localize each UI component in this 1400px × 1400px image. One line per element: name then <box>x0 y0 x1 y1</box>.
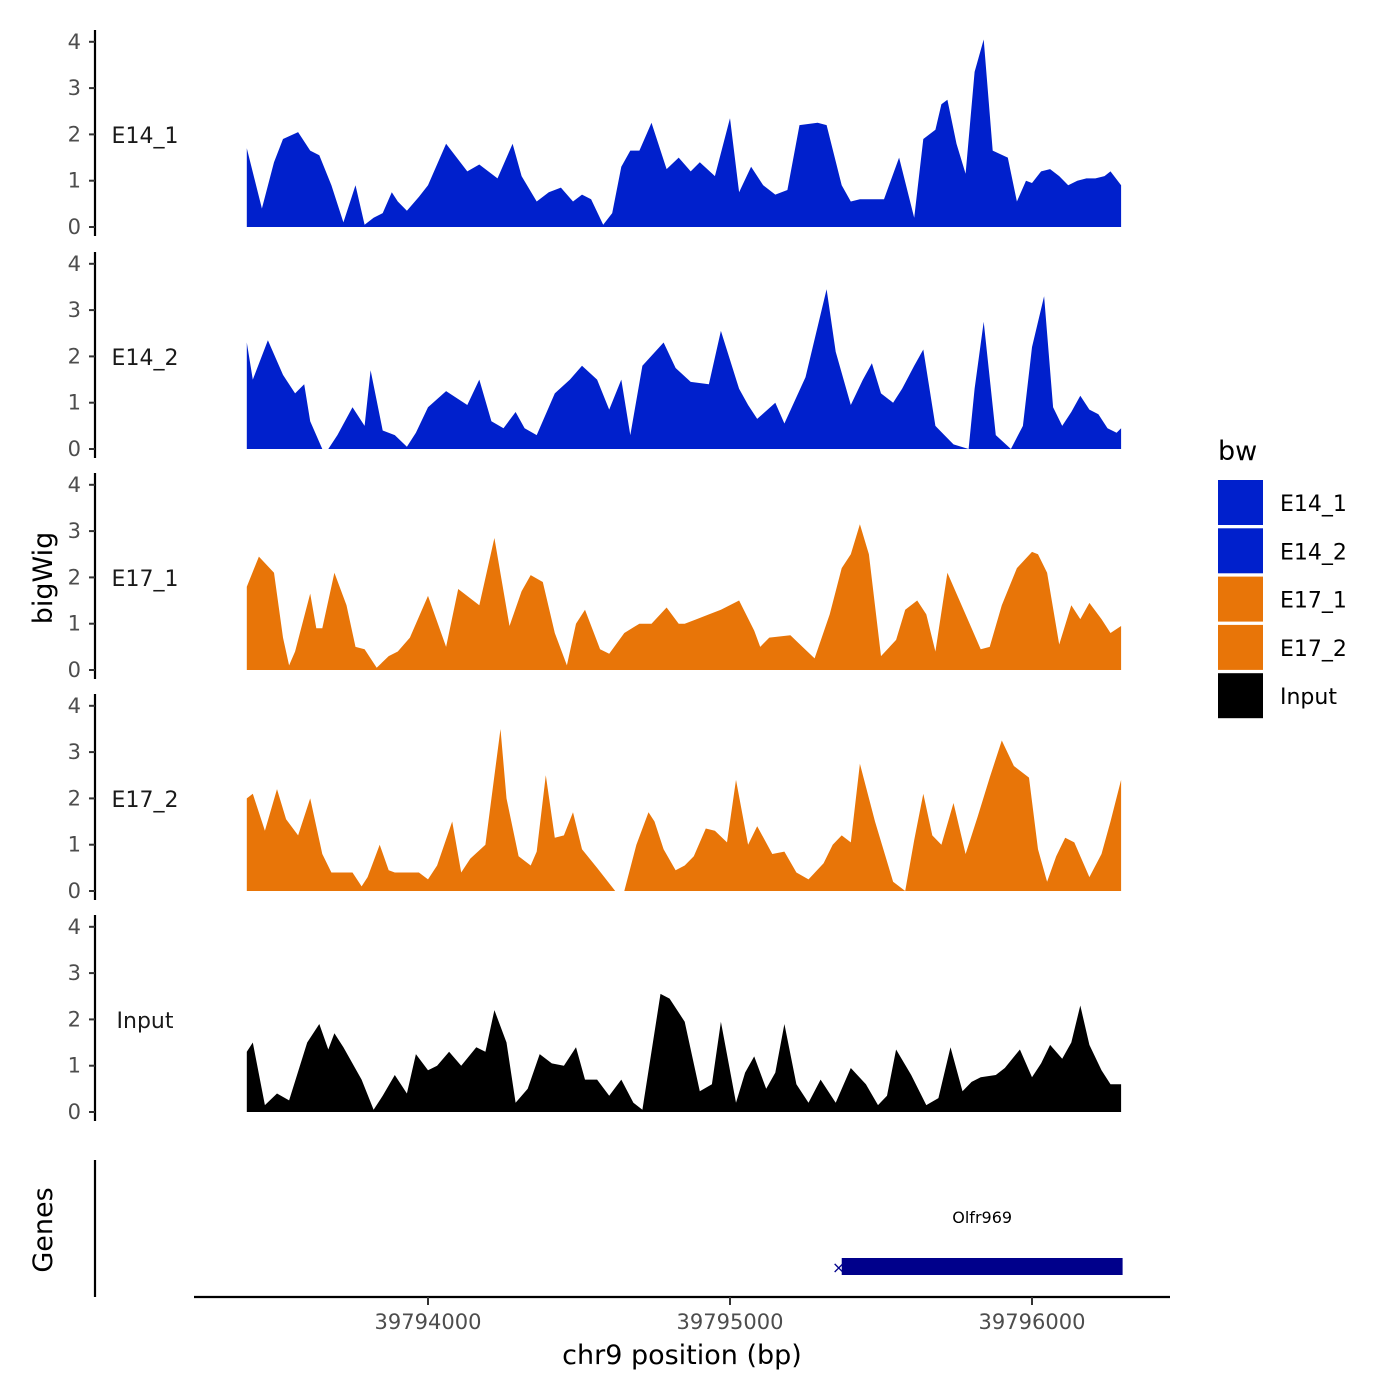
legend-swatch <box>1218 528 1263 574</box>
bigwig-tracks: 0 1 2 3 4 E14_1 0 1 2 3 4 E14_2 0 1 2 3 4 E17_1 0 1 2 3 4 E17_2… <box>68 30 1122 1124</box>
legend-swatch <box>1218 624 1263 670</box>
legend-swatch <box>1218 576 1263 622</box>
y-tick-label: 3 <box>68 298 81 322</box>
track-label: E14_1 <box>112 124 179 149</box>
legend-title: bw <box>1218 436 1257 467</box>
x-axis-title: chr9 position (bp) <box>562 1340 802 1371</box>
legend-label: E17_2 <box>1280 637 1347 662</box>
coverage-area <box>246 729 1122 891</box>
coverage-area <box>246 524 1122 670</box>
y-tick-label: 3 <box>68 961 81 985</box>
strand-arrow-icon: × <box>832 1258 845 1277</box>
y-tick-label: 0 <box>68 879 81 903</box>
y-tick-label: 0 <box>68 658 81 682</box>
track-label: E14_2 <box>112 346 179 371</box>
track-E14_1: 0 1 2 3 4 E14_1 <box>68 30 1122 239</box>
x-tick-label: 39794000 <box>375 1310 482 1334</box>
legend-label: E14_2 <box>1280 540 1347 565</box>
track-label: E17_1 <box>112 567 179 592</box>
y-tick-label: 4 <box>68 915 81 939</box>
y-tick-label: 4 <box>68 252 81 276</box>
track-E14_2: 0 1 2 3 4 E14_2 <box>68 252 1122 461</box>
y-tick-label: 1 <box>68 612 81 636</box>
gene-body <box>841 1258 1123 1275</box>
x-axis: 39794000 39795000 39796000 <box>194 1295 1170 1334</box>
coverage-area <box>246 289 1122 449</box>
y-tick-label: 4 <box>68 473 81 497</box>
gene-track: × Olfr969 <box>93 1160 1123 1297</box>
gene-label: Olfr969 <box>952 1208 1012 1227</box>
y-tick-label: 2 <box>68 122 81 146</box>
y-tick-label: 3 <box>68 740 81 764</box>
y-tick-label: 3 <box>68 519 81 543</box>
y-tick-label: 3 <box>68 76 81 100</box>
track-E17_2: 0 1 2 3 4 E17_2 <box>68 694 1122 903</box>
y-tick-label: 4 <box>68 694 81 718</box>
y-tick-label: 0 <box>68 437 81 461</box>
legend-label: Input <box>1280 685 1337 710</box>
track-Input: 0 1 2 3 4 Input <box>68 915 1122 1124</box>
x-tick-label: 39796000 <box>979 1310 1086 1334</box>
y-tick-label: 2 <box>68 344 81 368</box>
legend-swatch <box>1218 480 1263 525</box>
y-tick-label: 4 <box>68 30 81 54</box>
legend-swatch <box>1218 673 1263 719</box>
x-tick-label: 39795000 <box>677 1310 784 1334</box>
track-label: E17_2 <box>112 788 179 813</box>
y-tick-label: 0 <box>68 1100 81 1124</box>
y-tick-label: 1 <box>68 1054 81 1078</box>
legend-label: E14_1 <box>1280 492 1347 517</box>
y-tick-label: 2 <box>68 786 81 810</box>
coverage-area <box>246 993 1122 1112</box>
track-label: Input <box>117 1009 174 1034</box>
y-tick-label: 1 <box>68 833 81 857</box>
y-axis-title: bigWig <box>28 532 59 625</box>
y-tick-label: 2 <box>68 1007 81 1031</box>
genes-track-title: Genes <box>28 1187 59 1272</box>
y-tick-label: 1 <box>68 391 81 415</box>
legend: bw E14_1 E14_2 E17_1 E17_2 Input <box>1218 436 1347 719</box>
coverage-area <box>246 39 1122 227</box>
legend-label: E17_1 <box>1280 589 1347 614</box>
y-tick-label: 2 <box>68 565 81 589</box>
track-E17_1: 0 1 2 3 4 E17_1 <box>68 473 1122 682</box>
y-tick-label: 0 <box>68 215 81 239</box>
y-tick-label: 1 <box>68 169 81 193</box>
